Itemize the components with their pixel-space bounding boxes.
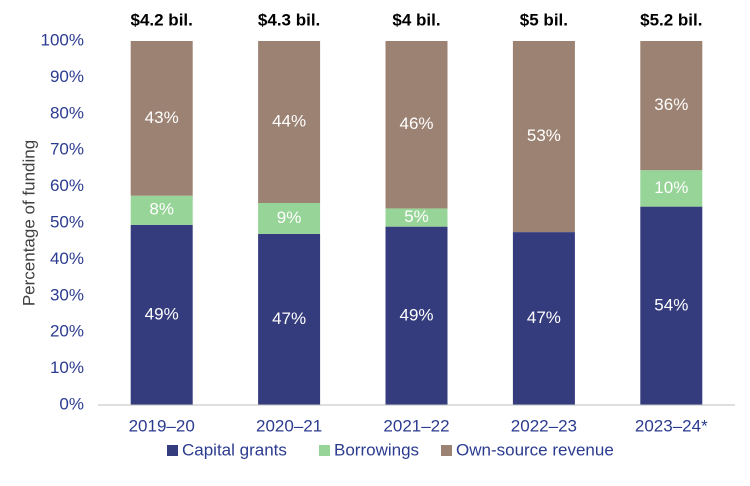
bar-total-label: $5 bil.	[520, 10, 568, 29]
legend-label-capital-grants: Capital grants	[182, 440, 287, 459]
bar-capital-grants	[130, 224, 193, 405]
data-label-borrowings: 9%	[277, 208, 302, 227]
y-tick-label: 40%	[50, 249, 84, 268]
y-tick-label: 30%	[50, 285, 84, 304]
y-tick-label: 20%	[50, 322, 84, 341]
x-tick-label: 2020–21	[256, 416, 322, 435]
bar-borrowings	[130, 195, 193, 225]
data-label-capital-grants: 49%	[145, 304, 179, 323]
data-label-capital-grants: 47%	[272, 309, 306, 328]
data-label-borrowings: 8%	[149, 200, 174, 219]
bar-borrowings	[640, 170, 703, 207]
data-label-own-source-revenue: 43%	[145, 108, 179, 127]
bar-capital-grants	[640, 206, 703, 405]
y-tick-label: 10%	[50, 358, 84, 377]
y-tick-label: 70%	[50, 140, 84, 159]
bar-borrowings	[258, 202, 321, 234]
bars: 49% 8% 43% 47% 9% 44% 49% 5% 46% 47% 53% 54% 10% 36%	[130, 41, 703, 405]
data-label-capital-grants: 49%	[399, 305, 433, 324]
y-tick-label: 100%	[41, 30, 84, 49]
data-label-borrowings: 5%	[404, 207, 429, 226]
y-tick-label: 60%	[50, 176, 84, 195]
bar-totals: $4.2 bil. $4.3 bil. $4 bil. $5 bil. $5.2 bil…	[131, 10, 703, 29]
x-tick-label: 2023–24*	[635, 416, 708, 435]
y-axis-title: Percentage of funding	[19, 140, 38, 306]
x-tick-label: 2019–20	[129, 416, 195, 435]
legend-label-own-source-revenue: Own-source revenue	[456, 440, 614, 459]
bar-own-source-revenue	[258, 41, 321, 203]
bar-capital-grants	[385, 226, 448, 405]
y-tick-label: 0%	[59, 394, 84, 413]
data-label-borrowings: 10%	[654, 178, 688, 197]
data-label-own-source-revenue: 36%	[654, 95, 688, 114]
y-tick-label: 90%	[50, 67, 84, 86]
bar-total-label: $4 bil.	[392, 10, 440, 29]
bar-own-source-revenue	[385, 41, 448, 209]
data-label-own-source-revenue: 53%	[527, 126, 561, 145]
y-tick-label: 50%	[50, 212, 84, 231]
bar-own-source-revenue	[130, 41, 193, 196]
legend-label-borrowings: Borrowings	[334, 440, 419, 459]
legend: Capital grants Borrowings Own-source reven…	[167, 440, 614, 459]
legend-swatch-own-source-revenue	[441, 445, 452, 456]
data-label-capital-grants: 54%	[654, 295, 688, 314]
bar-own-source-revenue	[640, 41, 703, 171]
bar-capital-grants	[512, 232, 575, 405]
legend-swatch-borrowings	[319, 445, 330, 456]
x-tick-label: 2022–23	[511, 416, 577, 435]
x-axis-ticks: 2019–20 2020–21 2021–22 2022–23 2023–24*	[129, 416, 708, 435]
bar-total-label: $5.2 bil.	[640, 10, 702, 29]
y-axis-ticks: 0% 10% 20% 30% 40% 50% 60% 70% 80% 90% 100%	[41, 30, 84, 413]
bar-capital-grants	[258, 233, 321, 405]
bar-total-label: $4.2 bil.	[131, 10, 193, 29]
y-tick-label: 80%	[50, 103, 84, 122]
x-tick-label: 2021–22	[383, 416, 449, 435]
legend-swatch-capital-grants	[167, 445, 178, 456]
data-label-capital-grants: 47%	[527, 308, 561, 327]
data-label-own-source-revenue: 44%	[272, 111, 306, 130]
bar-total-label: $4.3 bil.	[258, 10, 320, 29]
bar-own-source-revenue	[512, 41, 575, 233]
bar-borrowings	[385, 208, 448, 227]
data-label-own-source-revenue: 46%	[399, 114, 433, 133]
